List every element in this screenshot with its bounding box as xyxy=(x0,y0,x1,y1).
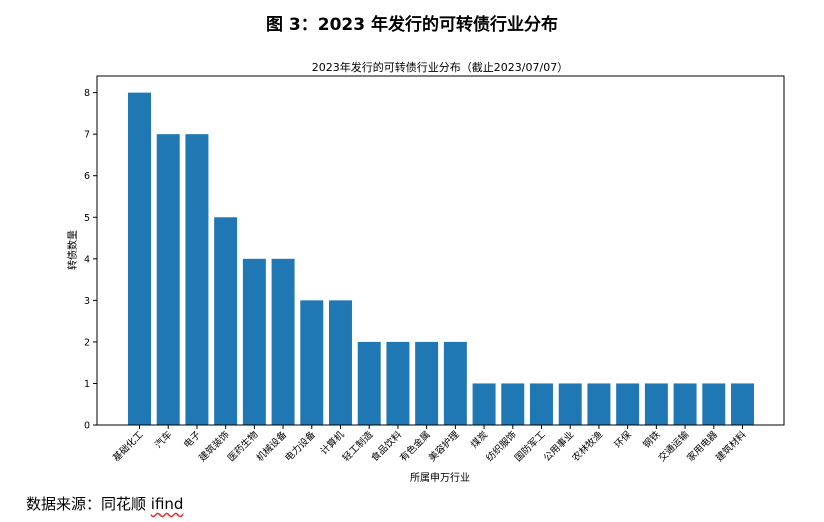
x-tick-label: 电力设备 xyxy=(283,428,319,464)
y-tick-label: 4 xyxy=(84,254,90,265)
bar-环保 xyxy=(616,383,640,425)
bar-电子 xyxy=(185,134,209,426)
x-tick-label: 医药生物 xyxy=(225,428,261,464)
bar-钢铁 xyxy=(644,383,668,425)
y-tick-label: 3 xyxy=(84,296,90,307)
x-tick-label: 有色金属 xyxy=(397,429,432,464)
source-prefix: 数据来源：同花顺 xyxy=(26,495,151,513)
source-tail: ifind xyxy=(150,495,184,513)
bar-家用电器 xyxy=(702,383,726,425)
bar-建筑装饰 xyxy=(214,217,238,425)
y-tick-label: 5 xyxy=(84,213,90,224)
x-tick-label: 建筑装饰 xyxy=(196,429,231,464)
bar-汽车 xyxy=(156,134,180,426)
y-tick-label: 2 xyxy=(84,337,90,348)
source-note: 数据来源：同花顺 ifind xyxy=(26,493,183,514)
y-tick-label: 8 xyxy=(84,88,90,99)
y-tick-label: 6 xyxy=(84,171,90,182)
x-tick-label: 环保 xyxy=(612,428,634,450)
x-tick-label: 家用电器 xyxy=(685,428,721,464)
y-axis-label: 转债数量 xyxy=(66,230,79,270)
x-tick-label: 煤炭 xyxy=(468,428,490,450)
bar-煤炭 xyxy=(472,383,496,425)
x-tick-label: 钢铁 xyxy=(641,428,663,450)
x-tick-label: 公用事业 xyxy=(541,429,576,464)
x-tick-label: 交通运输 xyxy=(656,428,692,464)
x-tick-label: 农林牧渔 xyxy=(570,428,606,464)
bar-农林牧渔 xyxy=(587,383,611,425)
x-tick-label: 国防军工 xyxy=(512,428,548,464)
y-axis: 0 1 2 3 4 5 6 7 8 xyxy=(84,88,97,432)
x-tick-label: 建筑材料 xyxy=(713,428,749,464)
bar-食品饮料 xyxy=(386,341,410,425)
x-tick-label: 美容护理 xyxy=(426,428,462,464)
bar-基础化工 xyxy=(128,92,151,426)
chart-title: 2023年发行的可转债行业分布（截止2023/07/07） xyxy=(312,60,568,74)
y-tick-label: 7 xyxy=(84,130,90,141)
bars-group xyxy=(128,92,754,426)
bar-机械设备 xyxy=(271,258,295,425)
figure-title: 图 3：2023 年发行的可转债行业分布 xyxy=(266,15,558,35)
x-tick-label: 汽车 xyxy=(152,429,174,451)
x-tick-label: 机械设备 xyxy=(254,428,290,464)
bar-有色金属 xyxy=(415,341,439,425)
y-tick-label: 0 xyxy=(84,421,90,432)
y-tick-label: 1 xyxy=(84,379,90,390)
x-tick-label: 电子 xyxy=(181,428,203,450)
x-tick-label: 纺织服饰 xyxy=(484,429,519,464)
x-tick-label: 轻工制造 xyxy=(340,428,376,464)
bar-医药生物 xyxy=(242,258,266,425)
bar-美容护理 xyxy=(443,341,467,425)
plot-frame xyxy=(96,75,785,426)
bar-国防军工 xyxy=(530,383,553,425)
bar-电力设备 xyxy=(300,300,324,425)
bar-交通运输 xyxy=(673,383,697,425)
bar-建筑材料 xyxy=(731,383,754,425)
bar-纺织服饰 xyxy=(501,383,525,425)
x-tick-label: 食品饮料 xyxy=(369,428,405,464)
bar-公用事业 xyxy=(558,383,582,425)
x-axis-label: 所属申万行业 xyxy=(410,471,470,484)
x-tick-label: 基础化工 xyxy=(110,428,146,464)
bar-轻工制造 xyxy=(357,341,381,425)
bar-计算机 xyxy=(329,300,352,425)
